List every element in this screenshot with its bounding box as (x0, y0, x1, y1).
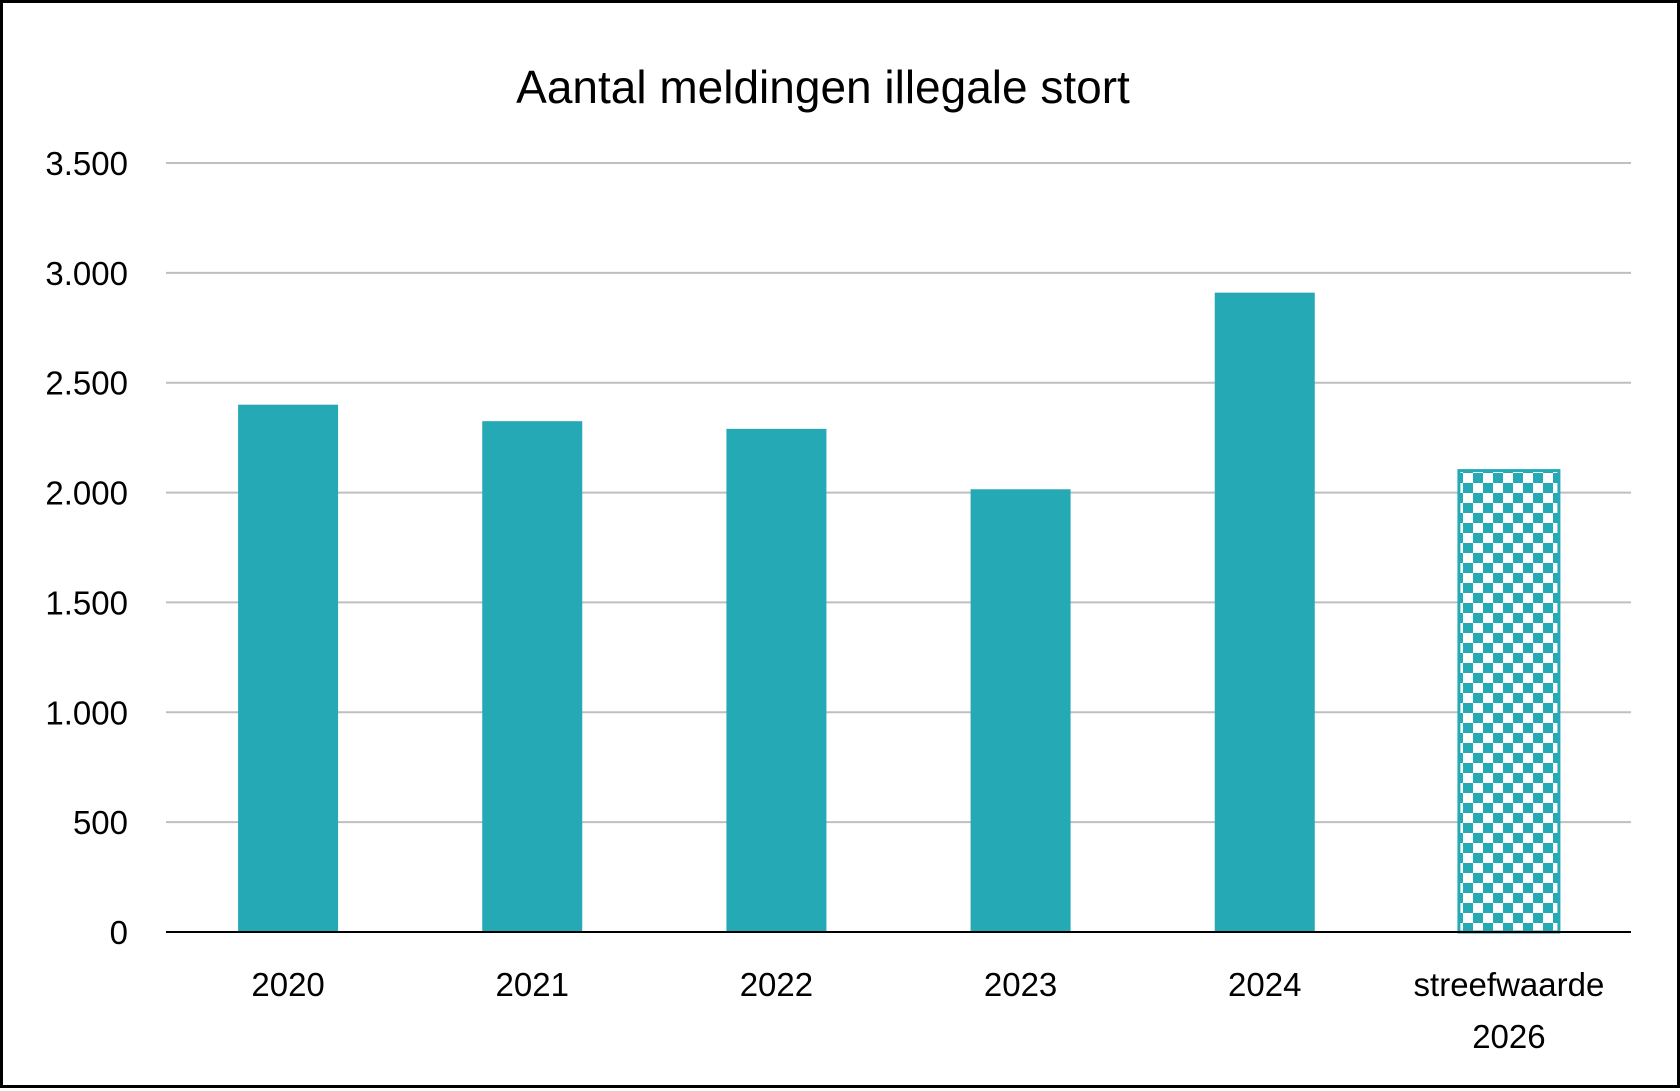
x-category-label-line: streefwaarde (1414, 966, 1605, 1003)
x-category-label-line: 2022 (740, 966, 813, 1003)
x-category-label-line: 2021 (496, 966, 569, 1003)
y-tick-label: 2.000 (45, 475, 128, 512)
bar-target (1457, 469, 1561, 934)
bar (238, 404, 339, 933)
y-tick-label: 3.500 (45, 145, 128, 182)
grid-lines (166, 162, 1631, 824)
bar (1214, 292, 1315, 932)
x-category-label: 2023 (984, 966, 1057, 1003)
y-tick-label: 500 (73, 804, 128, 841)
bars (238, 292, 1561, 934)
x-category-label-line: 2026 (1472, 1018, 1545, 1055)
x-category-label-line: 2023 (984, 966, 1057, 1003)
x-category-label: 2022 (740, 966, 813, 1003)
x-category-label: 2024 (1228, 966, 1301, 1003)
y-tick-labels: 0 500 1.000 1.500 2.000 2.500 3.000 3.500 (45, 145, 128, 951)
x-category-label: 2021 (496, 966, 569, 1003)
x-category-label: streefwaarde 2026 (1414, 966, 1605, 1055)
y-tick-label: 0 (110, 914, 128, 951)
x-category-label-line: 2024 (1228, 966, 1301, 1003)
x-category-labels: 2020 2021 2022 2023 2024 streefwaarde 2026 (251, 966, 1604, 1055)
chart-title: Aantal meldingen illegale stort (516, 61, 1130, 113)
bar-chart: Aantal meldingen illegale stort 0 500 1.00… (45, 61, 1631, 1055)
y-tick-label: 1.000 (45, 694, 128, 731)
x-category-label: 2020 (251, 966, 324, 1003)
bar (970, 489, 1071, 932)
bar (482, 421, 583, 932)
bar (726, 428, 827, 932)
y-tick-label: 2.500 (45, 365, 128, 402)
y-tick-label: 1.500 (45, 584, 128, 621)
y-tick-label: 3.000 (45, 255, 128, 292)
x-category-label-line: 2020 (251, 966, 324, 1003)
